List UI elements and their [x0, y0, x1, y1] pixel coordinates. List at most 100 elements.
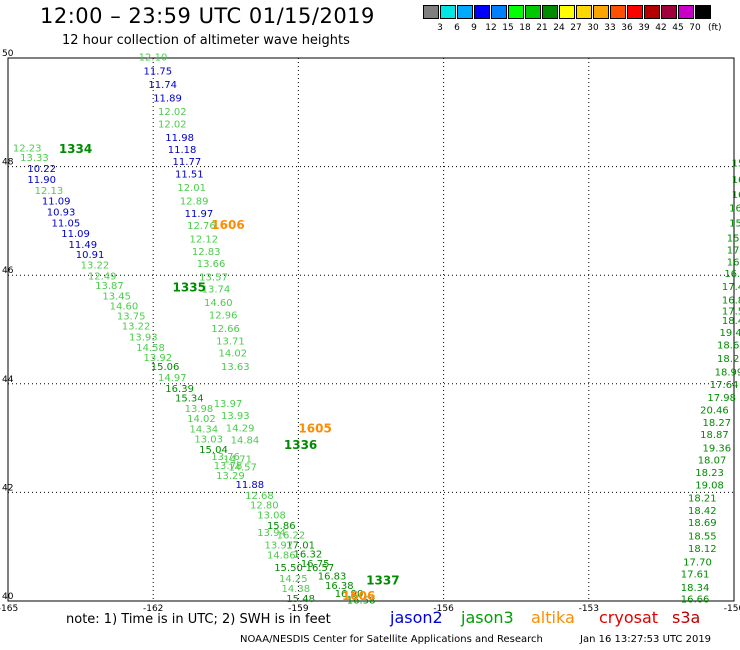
wave-height-value: 18.29	[717, 354, 740, 365]
wave-height-value: 18.64	[717, 341, 740, 352]
legend-jason3: jason3	[461, 608, 514, 627]
scale-swatch	[661, 5, 677, 19]
map-frame	[7, 57, 735, 602]
wave-height-value: 12.23	[13, 143, 42, 154]
scale-label: 3	[437, 23, 443, 33]
scale-swatch	[457, 5, 473, 19]
wave-height-value: 16.75	[301, 559, 330, 570]
wave-height-value: 13.71	[216, 337, 245, 348]
lon-tick-label: -156	[433, 604, 454, 614]
wave-height-value: 13.22	[122, 322, 151, 333]
wave-height-value: 17.70	[683, 558, 712, 569]
wave-height-value: 12.89	[180, 197, 209, 208]
wave-height-value: 17.01	[286, 540, 315, 551]
wave-height-value: 10.91	[76, 250, 105, 261]
wave-height-value: 14.86	[267, 551, 296, 562]
wave-height-value: 12.01	[177, 183, 206, 194]
wave-height-value: 11.97	[185, 209, 214, 220]
lat-tick-label: 50	[2, 49, 14, 59]
scale-label: 39	[638, 23, 650, 33]
wave-height-value: 13.98	[185, 404, 214, 415]
wave-height-value: 16.71	[732, 175, 740, 186]
wave-height-value: 10.93	[47, 207, 76, 218]
scale-swatch	[610, 5, 626, 19]
footer-note: note: 1) Time is in UTC; 2) SWH is in fe…	[66, 612, 331, 627]
wave-height-value: 18.42	[688, 506, 717, 517]
wave-height-value: 11.74	[148, 80, 177, 91]
wave-height-value: 12.83	[192, 247, 221, 258]
wave-height-value: 12.68	[245, 491, 274, 502]
wave-height-value: 12.02	[158, 120, 187, 131]
wave-height-value: 13.93	[129, 332, 158, 343]
wave-height-value: 16.90	[732, 190, 740, 201]
wave-height-value: 15.86	[727, 234, 740, 245]
wave-height-value: 18.99	[715, 368, 740, 379]
wave-height-value: 11.98	[165, 133, 194, 144]
wave-height-value: 13.45	[102, 292, 131, 303]
wave-height-value: 15.50	[274, 563, 303, 574]
wave-height-value: 14.58	[136, 343, 165, 354]
scale-label: 42	[655, 23, 667, 33]
track-label: 1335	[173, 280, 206, 294]
wave-height-value: 14.34	[190, 425, 219, 436]
wave-height-value: 10.22	[27, 164, 56, 175]
credit-line: NOAA/NESDIS Center for Satellite Applica…	[240, 634, 543, 645]
lat-tick-label: 40	[2, 592, 14, 602]
wave-height-value: 13.92	[144, 353, 173, 364]
lon-tick-label: -159	[288, 604, 309, 614]
wave-height-value: 11.90	[27, 175, 56, 186]
lat-tick-label: 42	[2, 483, 13, 493]
wave-height-value: 11.77	[173, 157, 202, 168]
wave-height-value: 13.22	[81, 261, 110, 272]
wave-height-value: 17.61	[681, 570, 710, 581]
track-label: 1606	[211, 218, 244, 232]
scale-swatch	[440, 5, 456, 19]
track-label: 1337	[366, 574, 399, 588]
wave-height-value: 12.02	[158, 107, 187, 118]
lat-tick-label: 44	[2, 375, 14, 385]
wave-height-value: 15.04	[199, 445, 228, 456]
scale-label: 36	[621, 23, 633, 33]
scale-label: 12	[485, 23, 497, 33]
generated-timestamp: Jan 16 13:27:53 UTC 2019	[580, 634, 712, 645]
wave-height-value: 13.87	[95, 281, 124, 292]
scale-label: 27	[570, 23, 582, 33]
map-subtitle: 12 hour collection of altimeter wave hei…	[62, 33, 350, 48]
wave-height-value: 14.02	[187, 414, 216, 425]
wave-height-value: 12.96	[209, 311, 238, 322]
wave-height-value: 13.57	[199, 273, 228, 284]
wave-height-value: 13.03	[194, 434, 223, 445]
scale-label: 9	[471, 23, 477, 33]
wave-height-value: 13.76	[211, 452, 240, 463]
scale-swatch	[576, 5, 592, 19]
track-label: 1336	[284, 438, 317, 452]
scale-swatch	[644, 5, 660, 19]
scale-swatch	[423, 5, 439, 19]
wave-height-value: 16.58	[347, 596, 376, 607]
wave-height-value: 18.23	[695, 468, 724, 479]
wave-height-value: 14.60	[204, 298, 233, 309]
scale-label: 30	[587, 23, 599, 33]
wave-height-value: 15.86	[267, 521, 296, 532]
wave-height-value: 19.36	[703, 444, 732, 455]
scale-swatch	[627, 5, 643, 19]
wave-height-value: 16.38	[325, 581, 354, 592]
wave-height-value: 11.89	[153, 93, 182, 104]
track-label: 1605	[298, 422, 331, 436]
scale-swatch	[491, 5, 507, 19]
wave-height-value: 13.33	[20, 153, 49, 164]
wave-height-value: 17.64	[710, 380, 739, 391]
wave-height-value: 16.32	[294, 550, 323, 561]
wave-height-value: 13.97	[265, 540, 294, 551]
wave-height-value: 13.74	[202, 285, 231, 296]
wave-height-value: 12.10	[139, 53, 168, 64]
wave-height-value: 16.22	[277, 531, 306, 542]
wave-height-value: 17.40	[727, 245, 740, 256]
wave-height-value: 14.71	[223, 455, 252, 466]
lon-tick-label: -165	[0, 604, 18, 614]
map-title: 12:00 – 23:59 UTC 01/15/2019	[40, 4, 375, 28]
scale-label: 45	[672, 23, 684, 33]
legend-s3a: s3a	[672, 608, 701, 627]
scale-swatch	[695, 5, 711, 19]
wave-height-value: 14.57	[228, 463, 257, 474]
